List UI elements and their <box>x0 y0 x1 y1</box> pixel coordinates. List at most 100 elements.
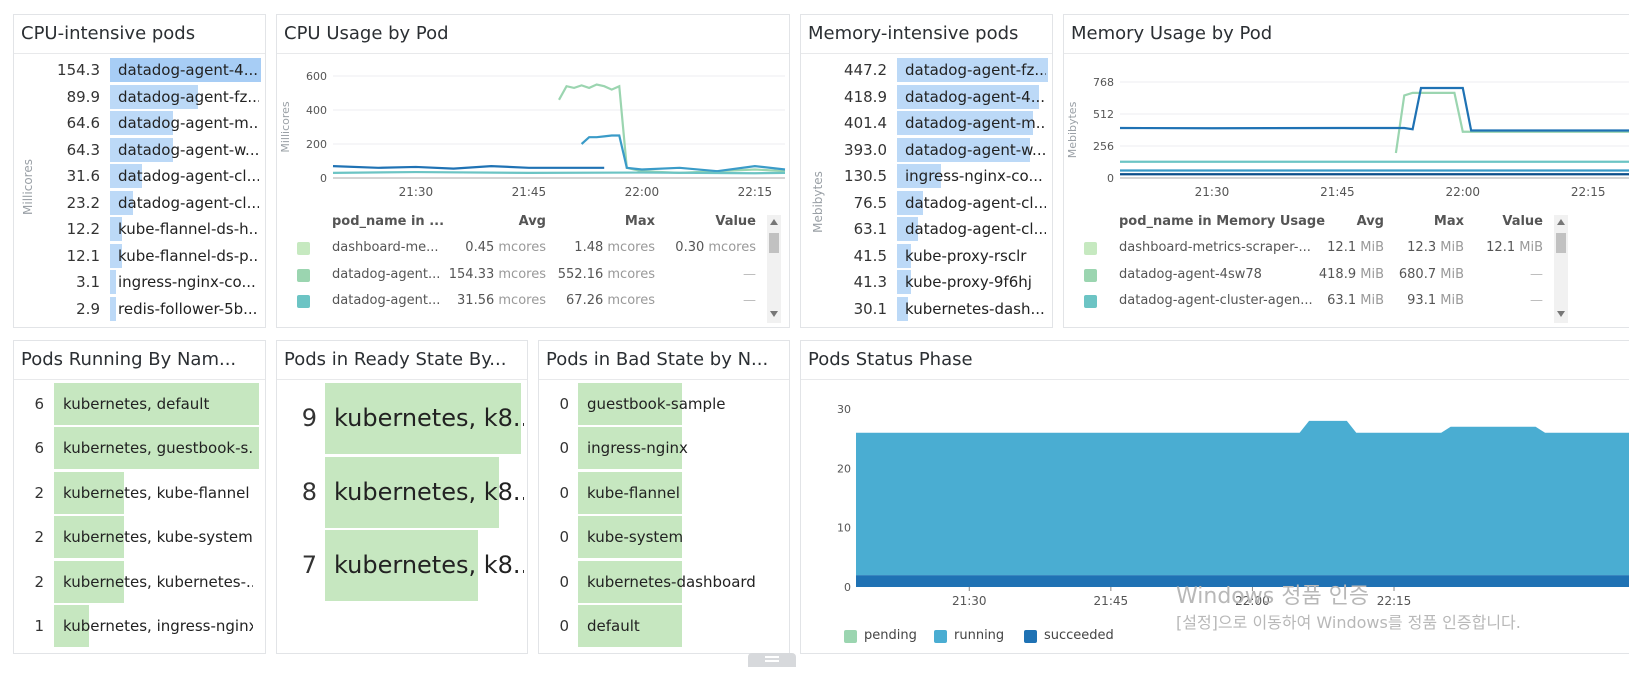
y-tick-label: 768 <box>1093 76 1114 89</box>
y-tick-label: 512 <box>1093 108 1114 121</box>
unit-label: mcores <box>607 293 655 308</box>
pods-running-panel: Pods Running By Nam... 6 kubernetes, defa… <box>13 340 266 654</box>
legend-scrollbar[interactable] <box>767 215 781 323</box>
memory-usage-panel: Memory Usage by Pod Mebibytes 0 256 512 768 2… <box>1063 14 1629 328</box>
legend-pod-name[interactable]: datadog-agent-4sw78 <box>1119 266 1262 282</box>
toplist-row[interactable]: 9 kubernetes, k8... <box>277 383 527 454</box>
area-succeeded[interactable] <box>856 575 1629 587</box>
legend-value: 12.1 MiB <box>1433 240 1543 255</box>
legend-fade <box>293 315 759 325</box>
legend-item-running[interactable]: running <box>954 628 1005 643</box>
legend-value-value: — <box>1530 266 1543 282</box>
widget-tray-handle[interactable] <box>748 653 796 667</box>
pods-status-chart[interactable]: 0 10 20 30 21:30 21:45 22:00 22:15 <box>801 386 1629 616</box>
legend-pod-name[interactable]: dashboard-me... <box>332 240 439 255</box>
series-line[interactable] <box>332 164 605 170</box>
toplist-row[interactable]: 63.1 datadog-agent-cl... <box>801 216 1052 243</box>
toplist-row[interactable]: 0 kubernetes-dashboard <box>539 560 789 603</box>
toplist-row[interactable]: 3.1 ingress-nginx-co... <box>14 269 265 296</box>
toplist-row[interactable]: 12.2 kube-flannel-ds-h... <box>14 216 265 243</box>
toplist-row[interactable]: 89.9 datadog-agent-fz... <box>14 84 265 111</box>
scroll-down-icon[interactable] <box>770 311 778 317</box>
toplist-row[interactable]: 130.5 ingress-nginx-co... <box>801 163 1052 190</box>
toplist-row[interactable]: 0 default <box>539 605 789 647</box>
legend-pod-name[interactable]: datadog-agent... <box>332 293 441 308</box>
toplist-row[interactable]: 0 guestbook-sample <box>539 383 789 425</box>
series-line[interactable] <box>580 134 786 173</box>
toplist-row[interactable]: 2.9 redis-follower-5b... <box>14 296 265 323</box>
toplist-row[interactable]: 64.3 datadog-agent-w... <box>14 137 265 164</box>
toplist-row[interactable]: 2 kubernetes, kube-flannel <box>14 471 265 514</box>
legend-item-pending[interactable]: pending <box>864 628 917 643</box>
legend-avg: 418.9 MiB <box>1274 267 1384 282</box>
toplist-row[interactable]: 393.0 datadog-agent-w... <box>801 137 1052 164</box>
row-value: 1 <box>34 617 44 635</box>
legend-swatch <box>1024 630 1037 643</box>
legend-pod-name[interactable]: datadog-agent-cluster-agen... <box>1119 293 1313 308</box>
row-value: 8 <box>301 477 317 506</box>
series-line[interactable] <box>332 170 786 175</box>
scroll-thumb[interactable] <box>769 233 779 253</box>
toplist-row[interactable]: 2 kubernetes, kube-system <box>14 516 265 559</box>
series-line[interactable] <box>1394 91 1629 154</box>
legend-value: — <box>646 267 756 282</box>
toplist-row[interactable]: 7 kubernetes, k8... <box>277 530 527 601</box>
toplist-row[interactable]: 6 kubernetes, default <box>14 383 265 425</box>
row-bar <box>110 164 142 188</box>
cpu-usage-chart[interactable]: Millicores 0 200 400 600 21:30 21:45 22:00 22:15 <box>277 60 789 210</box>
legend-pod-name[interactable]: datadog-agent... <box>332 266 441 282</box>
legend-header[interactable]: Max <box>1433 214 1464 229</box>
legend-swatch <box>297 295 310 308</box>
scroll-thumb[interactable] <box>1556 233 1566 253</box>
toplist-row[interactable]: 401.4 datadog-agent-m... <box>801 110 1052 137</box>
area-running[interactable] <box>856 420 1629 576</box>
toplist-row[interactable]: 12.1 kube-flannel-ds-p... <box>14 243 265 270</box>
legend-header[interactable]: pod_name in ... <box>332 214 445 229</box>
toplist-row[interactable]: 418.9 datadog-agent-4... <box>801 84 1052 111</box>
legend-header[interactable]: Avg <box>1356 214 1384 229</box>
row-label: redis-follower-5b... <box>118 299 258 318</box>
legend-header[interactable]: Value <box>715 214 756 229</box>
toplist-row[interactable]: 0 kube-flannel <box>539 471 789 514</box>
legend-header[interactable]: Value <box>1502 214 1543 229</box>
row-value: 2 <box>34 528 44 547</box>
toplist-row[interactable]: 1 kubernetes, ingress-nginx <box>14 605 265 647</box>
row-label: kube-flannel <box>587 483 680 502</box>
legend-header[interactable]: Avg <box>518 214 546 229</box>
legend-scrollbar[interactable] <box>1554 215 1568 323</box>
x-tick-label: 21:30 <box>952 594 987 608</box>
legend-header[interactable]: Max <box>624 214 655 229</box>
toplist-row[interactable]: 0 kube-system <box>539 516 789 559</box>
toplist-row[interactable]: 76.5 datadog-agent-cl... <box>801 190 1052 217</box>
row-label: datadog-agent-cl... <box>118 167 259 185</box>
row-bar <box>897 164 941 188</box>
memory-usage-chart[interactable]: Mebibytes 0 256 512 768 21:30 21:45 22:00 22:15 <box>1064 60 1629 210</box>
unit-label: mcores <box>607 240 655 255</box>
toplist-row[interactable]: 30.1 kubernetes-dash... <box>801 296 1052 323</box>
scroll-up-icon[interactable] <box>1557 219 1565 225</box>
series-line[interactable] <box>558 83 786 175</box>
toplist-row[interactable]: 23.2 datadog-agent-cl... <box>14 190 265 217</box>
row-label: kubernetes, k8... <box>334 477 524 506</box>
toplist-row[interactable]: 8 kubernetes, k8... <box>277 456 527 528</box>
series-line[interactable] <box>1119 86 1629 132</box>
legend-header[interactable]: pod_name in Memory Usage <box>1119 214 1326 229</box>
toplist-row[interactable]: 2 kubernetes, kubernetes-... <box>14 560 265 603</box>
toplist-row[interactable]: 41.5 kube-proxy-rsclr <box>801 243 1052 270</box>
toplist-row[interactable]: 31.6 datadog-agent-cl... <box>14 163 265 190</box>
toplist-row[interactable]: 6 kubernetes, guestbook-s... <box>14 427 265 470</box>
legend-item-succeeded[interactable]: succeeded <box>1044 628 1114 643</box>
toplist-row[interactable]: 447.2 datadog-agent-fz... <box>801 57 1052 84</box>
toplist-row[interactable]: 41.3 kube-proxy-9f6hj <box>801 269 1052 296</box>
scroll-up-icon[interactable] <box>770 219 778 225</box>
activation-watermark-title: Windows 정품 인증 <box>1176 584 1370 609</box>
scroll-down-icon[interactable] <box>1557 311 1565 317</box>
x-tick-label: 22:15 <box>738 185 773 199</box>
legend-pod-name[interactable]: dashboard-metrics-scraper-... <box>1119 240 1311 255</box>
legend-value-value: — <box>743 266 756 282</box>
toplist-row[interactable]: 64.6 datadog-agent-m... <box>14 110 265 137</box>
toplist-row[interactable]: 0 ingress-nginx <box>539 427 789 470</box>
legend-avg-value: 154.33 <box>448 266 495 282</box>
row-bar <box>897 190 923 215</box>
toplist-row[interactable]: 154.3 datadog-agent-4... <box>14 57 265 84</box>
